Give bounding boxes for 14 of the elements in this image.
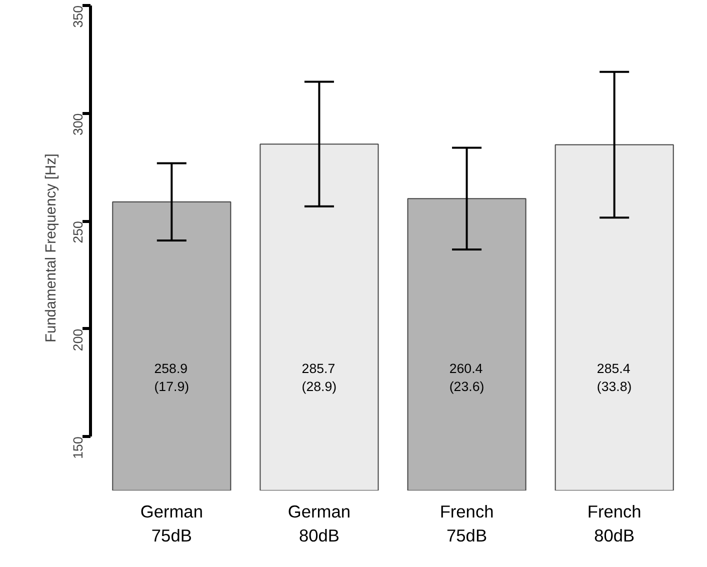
y-tick-label: 350: [70, 5, 86, 28]
y-axis-title: Fundamental Frequency [Hz]: [44, 153, 60, 342]
y-tick-label: 300: [70, 113, 86, 136]
data-label: 285.7 (28.9): [302, 360, 337, 394]
y-tick-label: 250: [70, 221, 86, 244]
x-tick-label: French 75dB: [440, 502, 494, 546]
data-label: 260.4 (23.6): [449, 360, 484, 394]
x-tick-label: French 80dB: [587, 502, 642, 546]
x-tick-label: German 80dB: [288, 502, 351, 546]
x-tick-label: German 75dB: [140, 502, 203, 546]
y-tick-label: 150: [70, 436, 86, 459]
data-label: 285.4 (33.8): [596, 360, 632, 394]
data-label: 258.9 (17.9): [154, 360, 190, 394]
y-tick-label: 200: [70, 328, 86, 352]
